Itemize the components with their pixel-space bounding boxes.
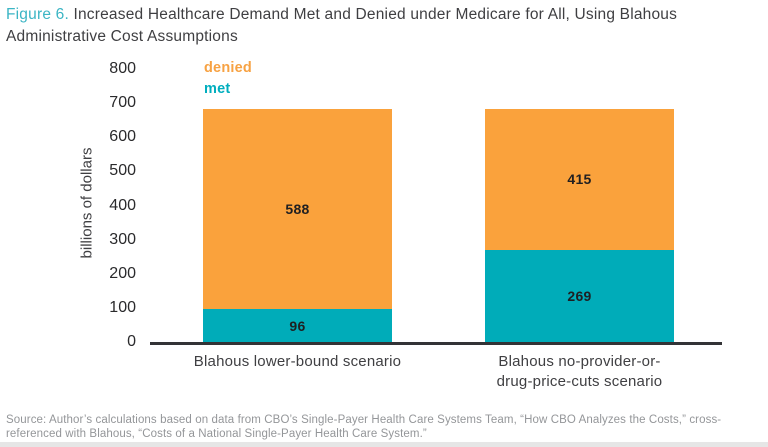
x-axis-line	[150, 342, 722, 345]
x-category-label-line: Blahous no-provider-or-	[498, 353, 661, 370]
figure-title-line1: Increased Healthcare Demand Met and Deni…	[68, 6, 678, 23]
bar-value-label: 588	[285, 200, 310, 217]
y-tick-label: 300	[109, 230, 136, 248]
y-tick-label: 600	[109, 128, 136, 146]
y-tick-label: 500	[109, 162, 136, 180]
figure-number-label: Figure 6.	[6, 6, 69, 23]
bar-segment-denied: 588	[203, 108, 392, 310]
figure-title: Figure 6. Increased Healthcare Demand Me…	[6, 4, 764, 48]
source-note: Source: Author’s calculations based on d…	[6, 414, 762, 441]
figure-title-line2: Administrative Cost Assumptions	[6, 28, 238, 45]
x-category-label-line: drug-price-cuts scenario	[496, 373, 663, 390]
y-tick-label: 800	[109, 60, 136, 77]
y-tick-label: 100	[109, 298, 136, 316]
y-tick-label: 0	[127, 333, 136, 350]
x-category-label-line: Blahous lower-bound scenario	[193, 353, 402, 370]
source-line2: referenced with Blahous, “Costs of a Nat…	[6, 427, 427, 440]
legend-item-denied: denied	[204, 60, 252, 76]
bar-segment-met: 269	[485, 250, 674, 342]
bar-value-label: 269	[567, 288, 592, 305]
bottom-divider	[0, 442, 768, 447]
x-category-label: Blahous no-provider-or-drug-price-cuts s…	[470, 352, 690, 392]
bar-value-label: 96	[289, 317, 306, 334]
source-line1: Source: Author’s calculations based on d…	[6, 414, 722, 426]
bar-segment-met: 96	[203, 309, 392, 342]
y-tick-label: 700	[109, 94, 136, 112]
bar-segment-denied: 415	[485, 108, 674, 251]
y-tick-label: 400	[109, 196, 136, 214]
legend-item-met: met	[204, 81, 231, 97]
y-tick-label: 200	[109, 264, 136, 282]
x-category-label: Blahous lower-bound scenario	[188, 352, 408, 372]
chart-legend: denied met	[204, 58, 252, 100]
bar-value-label: 415	[567, 171, 592, 188]
